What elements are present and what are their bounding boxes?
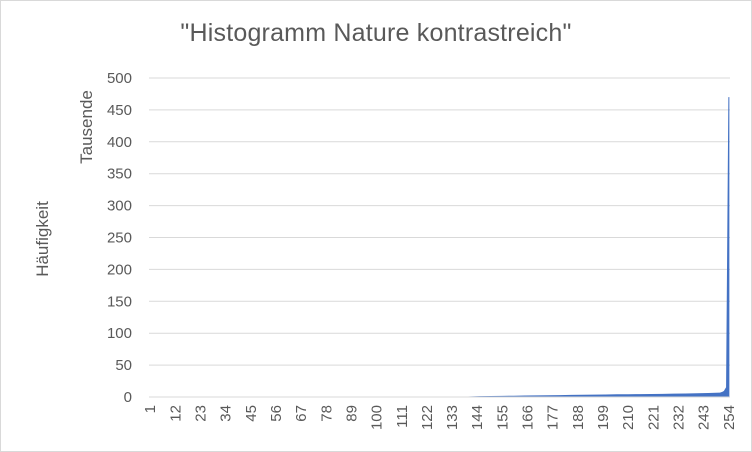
y-tick-label: 400 xyxy=(107,134,132,151)
y-tick-label: 450 xyxy=(107,102,132,119)
y-tick-label: 0 xyxy=(124,389,132,406)
x-tick-label: 45 xyxy=(243,405,260,422)
x-tick-label: 210 xyxy=(620,405,637,430)
y-tick-label: 300 xyxy=(107,198,132,215)
x-tick-label: 254 xyxy=(721,405,738,430)
x-tick-label: 111 xyxy=(394,405,411,428)
x-tick-label: 122 xyxy=(419,405,436,430)
x-tick-label: 12 xyxy=(167,405,184,422)
x-tick-label: 78 xyxy=(318,405,335,422)
x-tick-label: 100 xyxy=(369,405,386,430)
x-tick-label: 144 xyxy=(469,405,486,430)
x-tick-label: 23 xyxy=(192,405,209,422)
x-tick-label: 1 xyxy=(142,405,159,413)
x-tick-label: 166 xyxy=(520,405,537,430)
x-tick-label: 133 xyxy=(444,405,461,430)
x-tick-label: 89 xyxy=(343,405,360,422)
chart-title: "Histogramm Nature kontrastreich" xyxy=(180,19,572,47)
y-tick-label: 50 xyxy=(115,357,132,374)
y-tick-label: 100 xyxy=(107,325,132,342)
x-tick-label: 243 xyxy=(696,405,713,430)
x-tick-label: 221 xyxy=(645,405,662,430)
x-tick-label: 177 xyxy=(545,405,562,430)
y-tick-label: 250 xyxy=(107,230,132,247)
x-tick-label: 56 xyxy=(268,405,285,422)
x-tick-label: 199 xyxy=(595,405,612,430)
y-tick-label: 150 xyxy=(107,293,132,310)
x-tick-label: 155 xyxy=(494,405,511,430)
x-tick-label: 232 xyxy=(671,405,688,430)
y-tick-label: 350 xyxy=(107,166,132,183)
x-tick-label: 67 xyxy=(293,405,310,422)
y-tick-label: 500 xyxy=(107,70,132,87)
x-tick-label: 188 xyxy=(570,405,587,430)
histogram-area xyxy=(150,97,730,398)
x-tick-label: 34 xyxy=(218,405,235,422)
y-tick-label: 200 xyxy=(107,261,132,278)
